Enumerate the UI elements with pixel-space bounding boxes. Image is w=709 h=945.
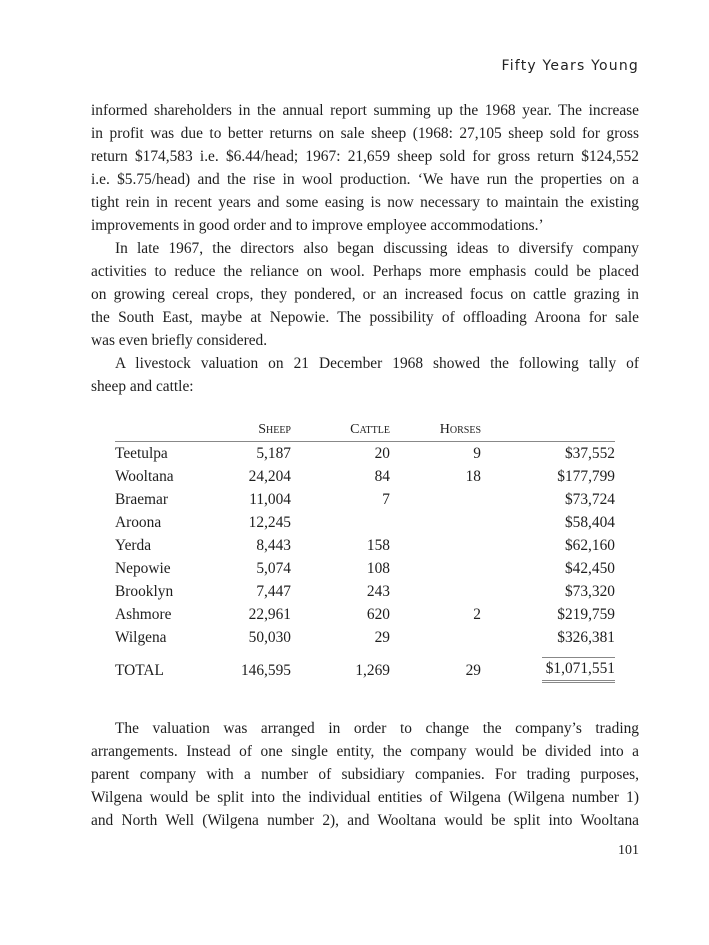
table-cell: 158 <box>366 537 390 554</box>
text-line: improvements in good order and to improv… <box>91 217 544 234</box>
total-cell: 146,595 <box>240 661 291 679</box>
body-text-before-table: informed shareholders in the annual repo… <box>91 99 639 398</box>
table-cell <box>390 488 481 511</box>
table-cell: 108 <box>366 560 390 577</box>
table-cell: 12,245 <box>248 514 291 531</box>
table-cell: 9 <box>473 445 481 462</box>
table-cell: 50,030 <box>248 629 291 646</box>
text-line: arrangements. Instead of one single enti… <box>91 743 639 760</box>
table-cell: 20 <box>374 445 390 462</box>
station-name: Nepowie <box>115 560 171 577</box>
table-row: Nepowie 5,074 108 $42,450 <box>115 557 615 580</box>
table-cell: 11,004 <box>249 491 291 508</box>
total-cell: TOTAL <box>115 661 164 679</box>
text-line: return $174,583 i.e. $6.44/head; 1967: 2… <box>91 148 639 165</box>
livestock-valuation-table: Sheep Cattle Horses Teetulpa 5,187 20 9 $37,55… <box>115 421 615 683</box>
table-cell: $73,724 <box>564 491 615 508</box>
table-row: Wilgena 50,030 29 $326,381 <box>115 626 615 649</box>
text-line: i.e. $5.75/head) and the rise in wool pr… <box>91 171 639 188</box>
total-value: $1,071,551 <box>541 657 615 683</box>
table-cell: 620 <box>366 606 390 623</box>
text-line: activities to reduce the reliance on woo… <box>91 263 639 280</box>
text-line: in profit was due to better returns on s… <box>91 125 639 142</box>
table-header-row: Sheep Cattle Horses <box>115 421 615 442</box>
station-name: Yerda <box>115 537 152 554</box>
table-cell: $177,799 <box>557 468 615 485</box>
page-number: 101 <box>618 843 639 858</box>
column-header: Cattle <box>291 421 390 442</box>
body-text-after-table: The valuation was arranged in order to c… <box>91 717 639 832</box>
total-cell: 29 <box>465 661 481 679</box>
table-cell: $326,381 <box>557 629 615 646</box>
table-cell: 5,187 <box>256 445 291 462</box>
station-name: Aroona <box>115 514 162 531</box>
table-cell <box>390 534 481 557</box>
running-head: Fifty Years Young <box>501 58 639 74</box>
text-line: A livestock valuation on 21 December 196… <box>115 355 639 372</box>
column-header <box>481 421 615 442</box>
station-name: Wilgena <box>115 629 167 646</box>
table-cell: $62,160 <box>564 537 615 554</box>
table-cell <box>390 580 481 603</box>
table-cell: $219,759 <box>557 606 615 623</box>
table-cell: 22,961 <box>248 606 291 623</box>
table-cell: 7,447 <box>256 583 291 600</box>
text-line: The valuation was arranged in order to c… <box>115 720 639 737</box>
total-row: TOTAL 146,595 1,269 29 $1,071,551 <box>115 649 615 683</box>
table-cell <box>291 511 390 534</box>
text-line: sheep and cattle: <box>91 378 194 395</box>
table-cell <box>390 626 481 649</box>
column-header: Sheep <box>225 421 291 442</box>
text-line: on growing cereal crops, they pondered, … <box>91 286 639 303</box>
table-row: Yerda 8,443 158 $62,160 <box>115 534 615 557</box>
column-header: Horses <box>390 421 481 442</box>
text-line: Wilgena would be split into the individu… <box>91 789 639 806</box>
text-line: informed shareholders in the annual repo… <box>91 102 639 119</box>
table-cell: 5,074 <box>256 560 291 577</box>
text-line: tight rein in recent years and some easi… <box>91 194 639 211</box>
table-cell: 18 <box>465 468 481 485</box>
table-cell <box>390 557 481 580</box>
station-name: Ashmore <box>115 606 172 623</box>
text-line: and North Well (Wilgena number 2), and W… <box>91 812 639 829</box>
table-cell: 24,204 <box>248 468 291 485</box>
station-name: Braemar <box>115 491 168 508</box>
table-cell: $42,450 <box>564 560 615 577</box>
text-line: parent company with a number of subsidia… <box>91 766 639 783</box>
text-line: was even briefly considered. <box>91 332 268 349</box>
table-cell: 2 <box>473 606 481 623</box>
table-cell: 8,443 <box>256 537 291 554</box>
total-value-cell: $1,071,551 <box>481 649 615 683</box>
table-cell <box>390 511 481 534</box>
station-name: Brooklyn <box>115 583 174 600</box>
total-cell: 1,269 <box>355 661 390 679</box>
column-header <box>115 421 225 442</box>
table-row: Brooklyn 7,447 243 $73,320 <box>115 580 615 603</box>
table-cell: 243 <box>366 583 390 600</box>
table-row: Braemar 11,004 7 $73,724 <box>115 488 615 511</box>
table-row: Teetulpa 5,187 20 9 $37,552 <box>115 442 615 466</box>
text-line: In late 1967, the directors also began d… <box>115 240 639 257</box>
table-cell: 84 <box>374 468 390 485</box>
table-row: Wooltana 24,204 84 18 $177,799 <box>115 465 615 488</box>
table-cell: $37,552 <box>564 445 615 462</box>
table-cell: $58,404 <box>564 514 615 531</box>
text-line: the South East, maybe at Nepowie. The po… <box>91 309 639 326</box>
station-name: Teetulpa <box>115 445 168 462</box>
table-cell: 29 <box>374 629 390 646</box>
table-row: Aroona 12,245 $58,404 <box>115 511 615 534</box>
table-row: Ashmore 22,961 620 2 $219,759 <box>115 603 615 626</box>
table-cell: 7 <box>382 491 390 508</box>
station-name: Wooltana <box>115 468 174 485</box>
table-cell: $73,320 <box>564 583 615 600</box>
